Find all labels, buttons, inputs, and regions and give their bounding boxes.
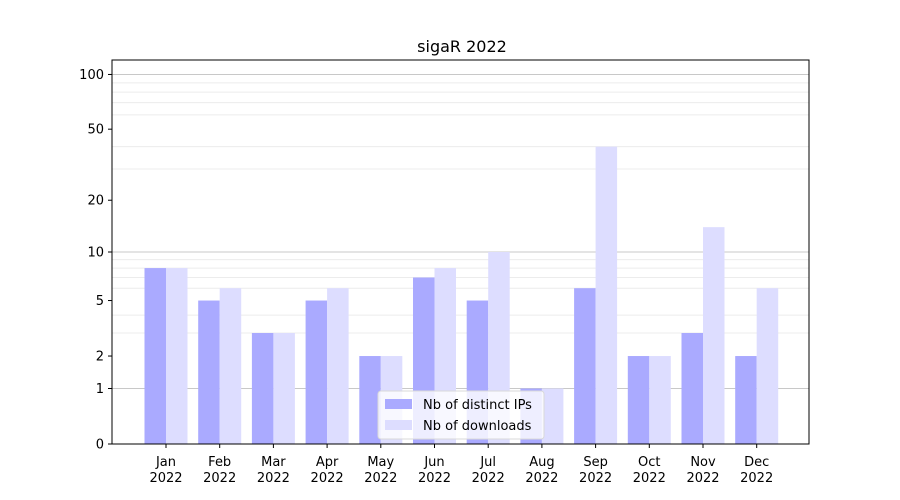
bar-downloads bbox=[595, 146, 618, 444]
x-tick-label: Feb 2022 bbox=[203, 455, 236, 486]
bar-downloads bbox=[327, 288, 349, 444]
legend-box bbox=[377, 390, 545, 440]
y-tick-label: 2 bbox=[96, 350, 104, 365]
bar-ips bbox=[198, 300, 220, 444]
y-tick-label: 10 bbox=[87, 246, 104, 261]
x-tick-label: Mar 2022 bbox=[257, 455, 290, 486]
x-tick-label: Oct 2022 bbox=[633, 455, 666, 486]
x-axis: Jan 2022 Feb 2022 Mar 2022 Apr 2022 May 2022 Jun 20… bbox=[149, 444, 773, 486]
bar-ips bbox=[305, 300, 328, 444]
x-tick-label: Nov 2022 bbox=[686, 455, 719, 486]
bar-downloads bbox=[273, 332, 295, 444]
y-tick-label: 1 bbox=[96, 382, 104, 397]
bar-ips bbox=[359, 356, 381, 444]
y-tick-label: 0 bbox=[96, 438, 104, 453]
legend: Nb of distinct IPs Nb of downloads bbox=[377, 390, 545, 440]
bar-downloads bbox=[166, 268, 188, 444]
bar-downloads bbox=[541, 388, 564, 444]
legend-label: Nb of distinct IPs bbox=[423, 398, 532, 413]
bar-ips bbox=[144, 268, 166, 444]
x-tick-label: Apr 2022 bbox=[311, 455, 344, 486]
bar-downloads bbox=[219, 288, 242, 444]
bar-downloads bbox=[756, 288, 779, 444]
legend-swatch bbox=[385, 399, 412, 409]
x-tick-label: Jun 2022 bbox=[418, 455, 451, 486]
y-tick-label: 50 bbox=[87, 123, 104, 138]
x-tick-label: Jan 2022 bbox=[149, 455, 182, 486]
legend-label: Nb of downloads bbox=[423, 419, 532, 434]
bar-ips bbox=[735, 356, 757, 444]
x-tick-label: May 2022 bbox=[364, 455, 397, 486]
y-tick-label: 5 bbox=[96, 294, 104, 309]
bar-ips bbox=[251, 332, 274, 444]
x-tick-label: Sep 2022 bbox=[579, 455, 612, 486]
y-tick-label: 20 bbox=[87, 194, 104, 209]
y-axis: 0 1 2 5 10 20 50 100 bbox=[79, 68, 112, 453]
x-tick-label: Aug 2022 bbox=[525, 455, 558, 486]
bar-downloads bbox=[703, 227, 725, 444]
bar-downloads bbox=[649, 356, 671, 444]
x-tick-label: Dec 2022 bbox=[740, 455, 773, 486]
chart-title: sigaR 2022 bbox=[417, 37, 507, 56]
bar-ips bbox=[681, 332, 703, 444]
bar-ips bbox=[627, 356, 650, 444]
legend-swatch bbox=[385, 420, 412, 430]
y-tick-label: 100 bbox=[79, 68, 104, 83]
bar-ips bbox=[574, 288, 596, 444]
x-tick-label: Jul 2022 bbox=[472, 455, 505, 486]
